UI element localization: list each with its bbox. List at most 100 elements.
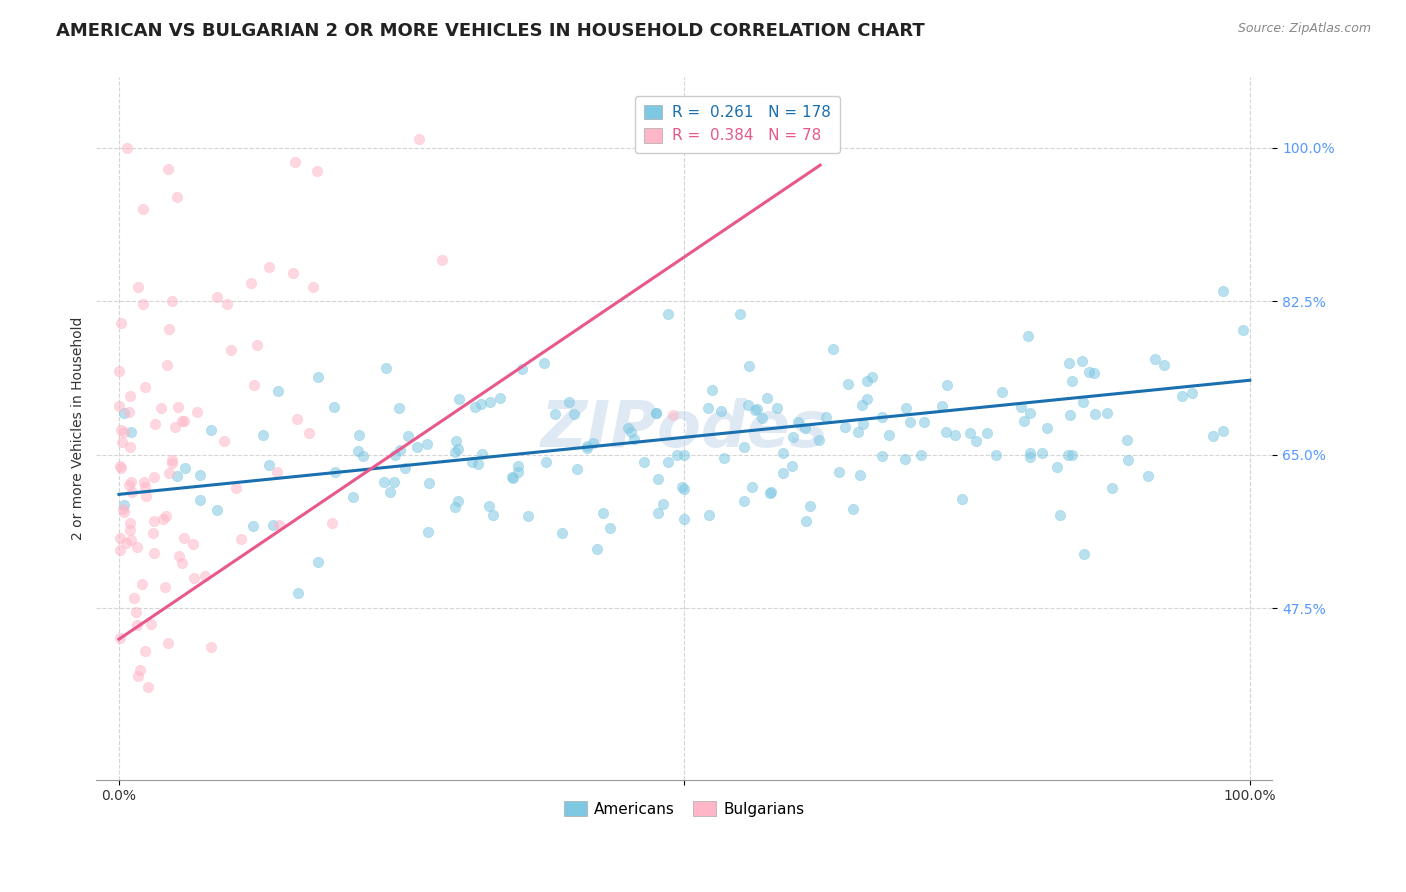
Point: [666, 448, 689, 462]
Point: [517, 509, 540, 524]
Point: [129, 663, 152, 677]
Point: [842, 501, 865, 516]
Point: [834, 419, 856, 434]
Point: [1084, 407, 1107, 421]
Point: [734, 494, 756, 508]
Point: [242, 519, 264, 533]
Point: [1181, 386, 1204, 401]
Point: [243, 378, 266, 392]
Point: [1101, 481, 1123, 495]
Point: [110, 316, 132, 330]
Point: [108, 458, 131, 473]
Point: [950, 491, 973, 506]
Point: [470, 397, 492, 411]
Point: [478, 395, 501, 409]
Point: [733, 440, 755, 454]
Point: [782, 430, 804, 444]
Point: [1057, 448, 1080, 462]
Point: [418, 475, 440, 490]
Point: [877, 427, 900, 442]
Point: [856, 374, 879, 388]
Legend: Americans, Bulgarians: Americans, Bulgarians: [555, 794, 813, 824]
Point: [506, 465, 529, 479]
Point: [157, 322, 180, 336]
Point: [575, 442, 598, 456]
Point: [481, 508, 503, 522]
Point: [186, 404, 208, 418]
Point: [1073, 547, 1095, 561]
Point: [160, 456, 183, 470]
Point: [188, 493, 211, 508]
Point: [794, 514, 817, 528]
Point: [741, 480, 763, 494]
Point: [298, 426, 321, 441]
Point: [122, 591, 145, 605]
Point: [127, 618, 149, 632]
Point: [207, 290, 229, 304]
Point: [772, 446, 794, 460]
Point: [135, 489, 157, 503]
Point: [111, 435, 134, 450]
Point: [262, 517, 284, 532]
Point: [576, 439, 599, 453]
Point: [1010, 400, 1032, 414]
Point: [851, 398, 873, 412]
Point: [846, 425, 869, 439]
Point: [388, 401, 411, 415]
Point: [323, 465, 346, 479]
Point: [155, 509, 177, 524]
Point: [112, 505, 135, 519]
Point: [730, 307, 752, 321]
Text: Source: ZipAtlas.com: Source: ZipAtlas.com: [1237, 22, 1371, 36]
Point: [305, 164, 328, 178]
Point: [898, 415, 921, 429]
Point: [173, 531, 195, 545]
Point: [1046, 460, 1069, 475]
Point: [1171, 389, 1194, 403]
Point: [307, 555, 329, 569]
Point: [461, 455, 484, 469]
Point: [120, 475, 142, 489]
Point: [586, 541, 609, 556]
Point: [1019, 406, 1042, 420]
Point: [118, 478, 141, 492]
Point: [1095, 406, 1118, 420]
Point: [139, 616, 162, 631]
Point: [194, 569, 217, 583]
Point: [673, 512, 696, 526]
Point: [321, 516, 343, 530]
Point: [153, 580, 176, 594]
Point: [772, 466, 794, 480]
Point: [662, 409, 685, 423]
Point: [157, 636, 180, 650]
Point: [127, 669, 149, 683]
Point: [382, 475, 405, 490]
Point: [1062, 448, 1084, 462]
Point: [828, 466, 851, 480]
Point: [125, 540, 148, 554]
Point: [744, 402, 766, 417]
Point: [257, 260, 280, 274]
Point: [592, 506, 614, 520]
Point: [935, 425, 957, 439]
Point: [1049, 508, 1071, 523]
Point: [872, 449, 894, 463]
Point: [856, 392, 879, 407]
Point: [373, 475, 395, 490]
Point: [406, 440, 429, 454]
Point: [380, 485, 402, 500]
Point: [121, 484, 143, 499]
Point: [647, 472, 669, 486]
Point: [558, 395, 581, 409]
Point: [582, 436, 605, 450]
Point: [173, 414, 195, 428]
Point: [266, 466, 288, 480]
Point: [156, 358, 179, 372]
Point: [446, 434, 468, 448]
Point: [756, 391, 779, 405]
Point: [134, 644, 156, 658]
Point: [131, 297, 153, 311]
Point: [120, 440, 142, 454]
Text: ZIPodes: ZIPodes: [540, 398, 828, 459]
Point: [394, 461, 416, 475]
